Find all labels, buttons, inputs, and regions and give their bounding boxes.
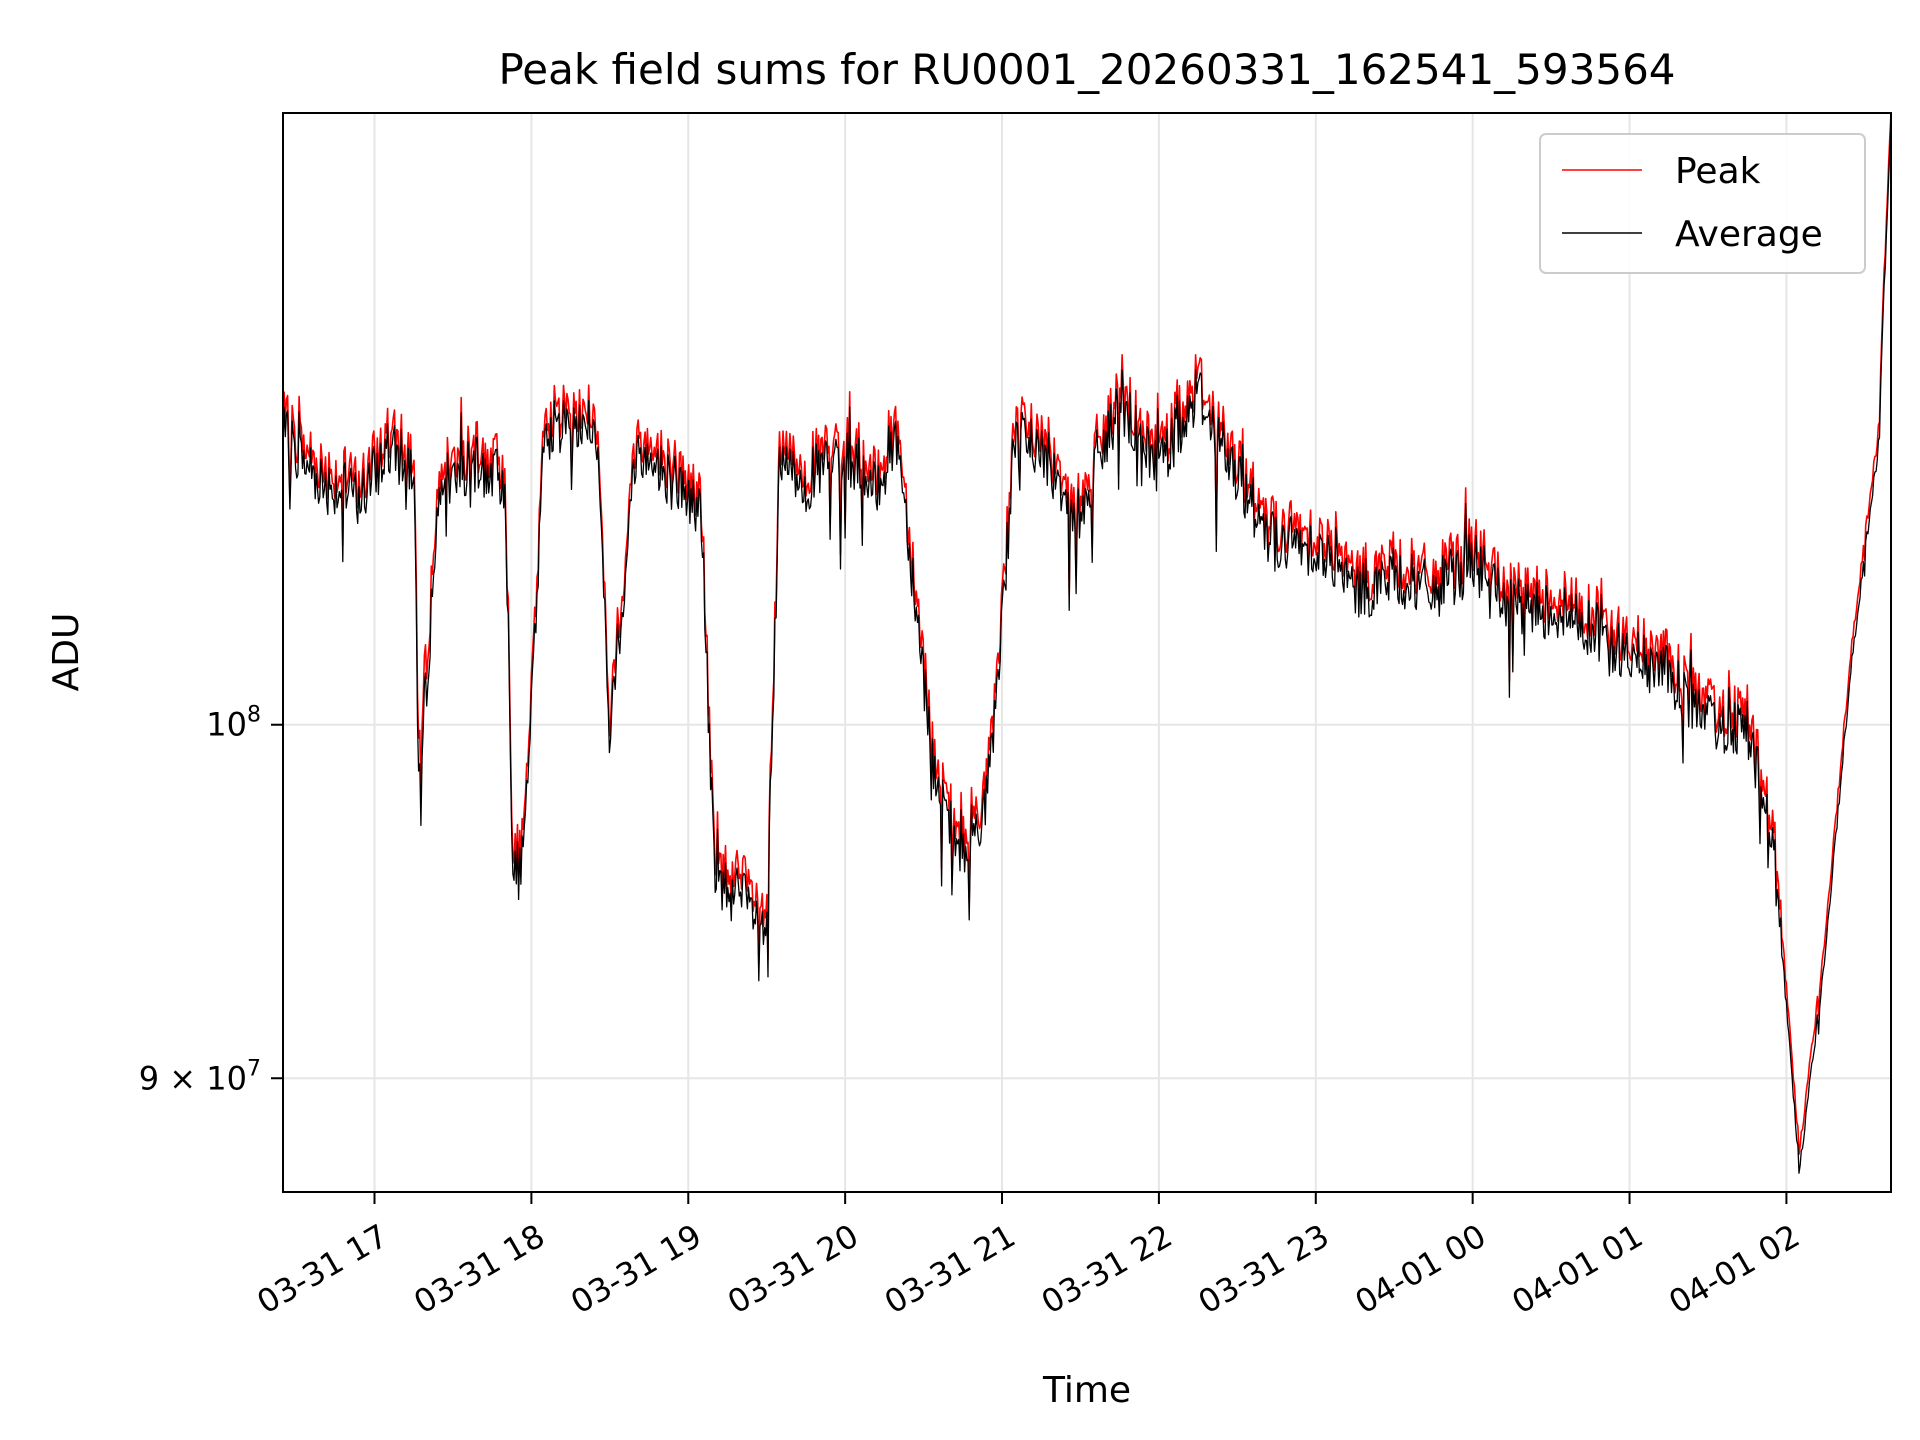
plot-frame bbox=[282, 112, 1892, 1193]
chart-title: Peak field sums for RU0001_20260331_1625… bbox=[498, 45, 1675, 94]
legend: Peak Average bbox=[1539, 133, 1866, 274]
y-tick-label: 108 bbox=[206, 703, 261, 744]
y-axis-label: ADU bbox=[46, 613, 87, 692]
legend-label-average: Average bbox=[1675, 214, 1823, 255]
legend-box bbox=[1539, 133, 1866, 274]
series-line-average bbox=[282, 114, 1892, 1174]
y-axis-ticks: 108 9 × 107 bbox=[139, 703, 283, 1097]
series-line-peak bbox=[282, 112, 1892, 1155]
y-tick-label: 9 × 107 bbox=[139, 1056, 261, 1097]
series-lines bbox=[282, 112, 1892, 1174]
legend-label-peak: Peak bbox=[1675, 151, 1761, 192]
x-axis-label: Time bbox=[1042, 1370, 1131, 1411]
